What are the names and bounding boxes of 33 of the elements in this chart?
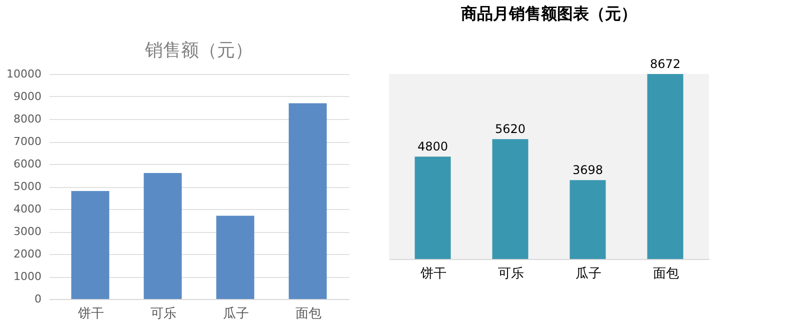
data-label: 5620	[494, 122, 526, 136]
x-tick-label: 饼干	[419, 266, 446, 282]
y-tick-label: 8000	[14, 112, 42, 126]
bar	[414, 156, 451, 259]
y-tick-label: 5000	[14, 180, 42, 193]
x-tick-label: 面包	[652, 266, 679, 282]
y-tick-label: 7000	[14, 135, 42, 148]
bar	[492, 139, 528, 259]
y-tick-label: 0	[34, 292, 42, 306]
bar	[647, 74, 684, 259]
x-tick-label: 面包	[295, 306, 322, 322]
x-tick-label: 可乐	[150, 306, 176, 322]
chart-title: 商品月销售额图表（元）	[460, 4, 637, 23]
bar	[570, 180, 606, 259]
y-tick-label: 2000	[14, 248, 42, 260]
data-label: 3698	[572, 163, 604, 178]
y-tick-label: 3000	[14, 225, 42, 238]
data-label: 4800	[417, 140, 448, 154]
y-tick-label: 9000	[14, 90, 42, 103]
y-tick-label: 4000	[14, 202, 42, 216]
bar	[71, 191, 110, 299]
x-tick-label: 瓜子	[222, 306, 249, 322]
bar	[144, 173, 182, 299]
y-tick-label: 1000	[14, 270, 42, 283]
x-tick-label: 饼干	[76, 306, 104, 322]
bar	[216, 216, 254, 299]
y-tick-label: 6000	[14, 158, 42, 170]
y-tick-label: 10000	[6, 68, 42, 80]
x-tick-label: 瓜子	[575, 266, 602, 282]
x-tick-label: 可乐	[498, 266, 524, 282]
bar	[288, 103, 327, 299]
data-label: 8672	[650, 57, 681, 71]
chart-title: 销售额（元）	[144, 40, 253, 61]
